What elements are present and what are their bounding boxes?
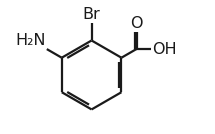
Text: H₂N: H₂N <box>15 34 45 48</box>
Text: O: O <box>130 16 143 31</box>
Text: OH: OH <box>152 42 176 57</box>
Text: Br: Br <box>83 7 100 22</box>
